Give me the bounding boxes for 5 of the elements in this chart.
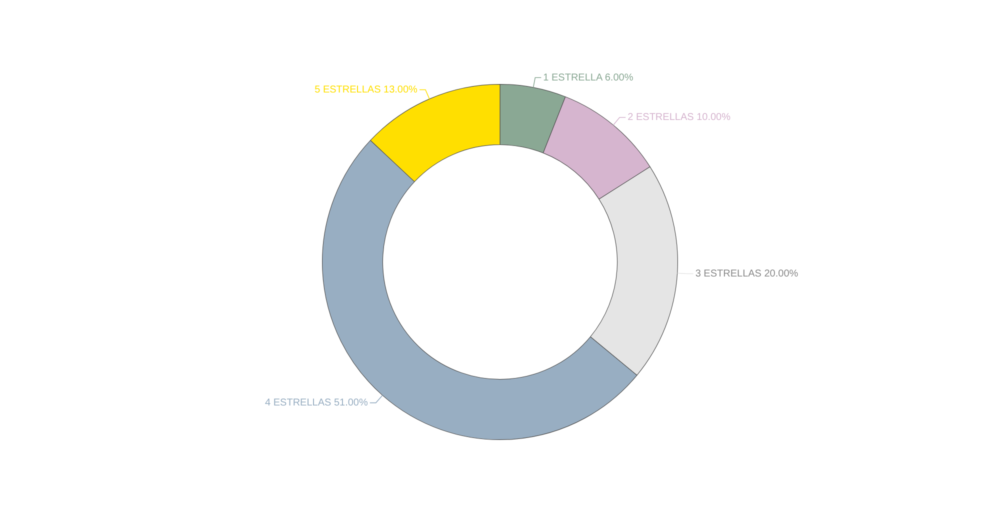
slice-label: 1 ESTRELLA 6.00% — [543, 72, 634, 84]
slice-label: 4 ESTRELLAS 51.00% — [265, 398, 368, 409]
slice-label: 3 ESTRELLAS 20.00% — [695, 268, 798, 280]
slice-label: 2 ESTRELLAS 10.00% — [628, 112, 731, 124]
slice-label: 5 ESTRELLAS 13.00% — [314, 84, 418, 96]
